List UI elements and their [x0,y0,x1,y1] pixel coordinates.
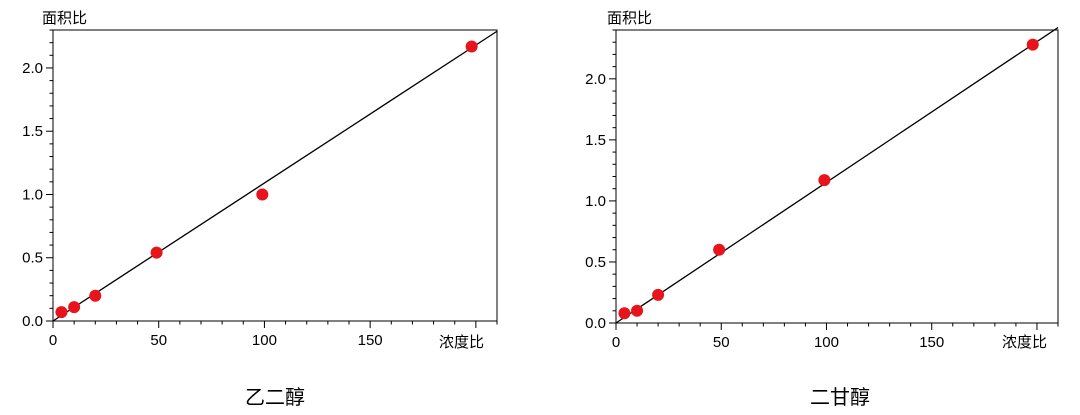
plot-frame [52,29,498,322]
x-tick-label: 150 [919,334,944,351]
y-tick-label: 0.5 [22,250,43,267]
y-tick-label: 1.0 [22,186,43,203]
y-tick-labels: 0.0 0.5 1.0 1.5 2.0 [22,60,43,330]
x-tick-label: 100 [814,334,839,351]
chart-title: 乙二醇 [245,385,305,409]
y-tick-label: 1.5 [22,123,43,140]
data-points [618,38,1039,320]
x-tick-label: 0 [49,332,57,349]
y-tick-label: 0.5 [585,254,606,271]
axis-ticks [46,29,498,328]
data-point [465,40,478,53]
x-tick-label: 50 [713,334,730,351]
x-tick-label: 0 [612,334,620,351]
y-tick-label: 1.0 [585,193,606,210]
data-point [68,301,81,314]
x-tick-labels: 0 50 100 150 [49,332,383,349]
data-point [618,307,631,320]
data-point [256,188,269,201]
chart-title: 二甘醇 [810,385,870,409]
data-point [631,304,644,317]
x-axis-title: 浓度比 [1002,333,1047,351]
data-point [150,246,163,259]
fit-line [52,30,498,322]
data-point [55,306,68,319]
y-tick-label: 2.0 [22,60,43,77]
data-point [652,288,665,301]
data-point [713,243,726,256]
y-axis-title: 面积比 [607,9,652,27]
x-tick-label: 150 [358,332,383,349]
x-tick-label: 100 [252,332,277,349]
data-point [818,174,831,187]
x-axis-title: 浓度比 [439,333,484,351]
y-tick-label: 1.5 [585,132,606,149]
x-tick-label: 50 [150,332,167,349]
chart-ethylene-glycol: 0 50 100 150 0.0 0.5 1.0 1.5 2.0 面积比 浓度比 乙二醇 [22,9,498,409]
data-point [89,289,102,302]
axis-ticks [609,29,1059,330]
y-tick-labels: 0.0 0.5 1.0 1.5 2.0 [585,71,606,332]
chart-diethylene-glycol: 0 50 100 150 0.0 0.5 1.0 1.5 2.0 面积比 浓度比 二甘醇 [585,9,1059,409]
x-tick-labels: 0 50 100 150 [612,334,944,351]
y-axis-title: 面积比 [42,9,87,27]
data-points [55,40,478,319]
fit-line [615,27,1059,324]
y-tick-label: 2.0 [585,71,606,88]
data-point [1026,38,1039,51]
y-tick-label: 0.0 [585,315,606,332]
y-tick-label: 0.0 [22,313,43,330]
